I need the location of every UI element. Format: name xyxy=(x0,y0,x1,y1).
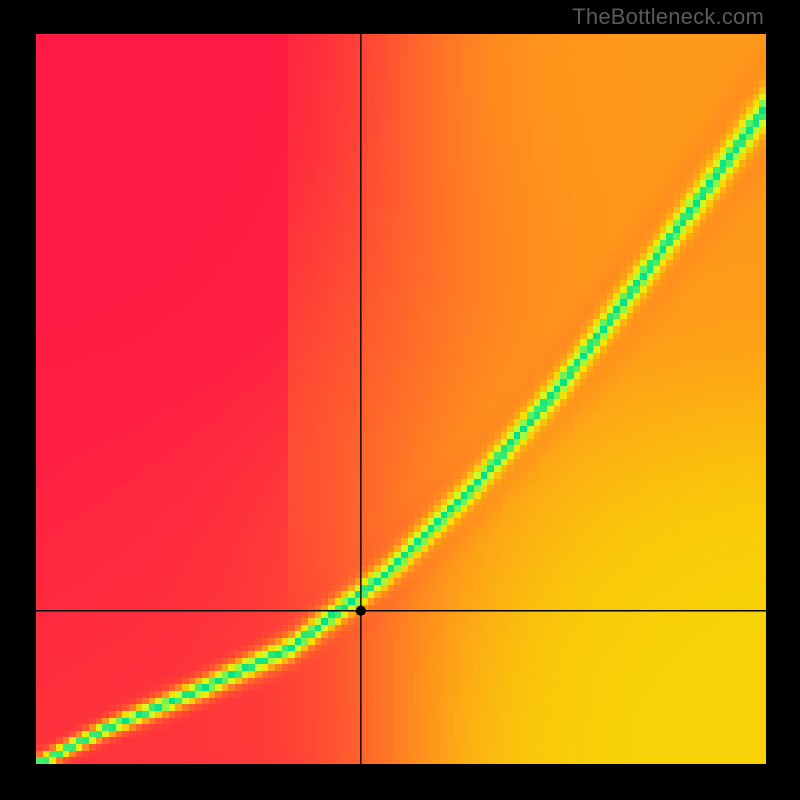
bottleneck-heatmap xyxy=(36,34,766,764)
plot-area xyxy=(36,34,766,764)
chart-container: TheBottleneck.com xyxy=(0,0,800,800)
watermark-text: TheBottleneck.com xyxy=(572,4,764,30)
